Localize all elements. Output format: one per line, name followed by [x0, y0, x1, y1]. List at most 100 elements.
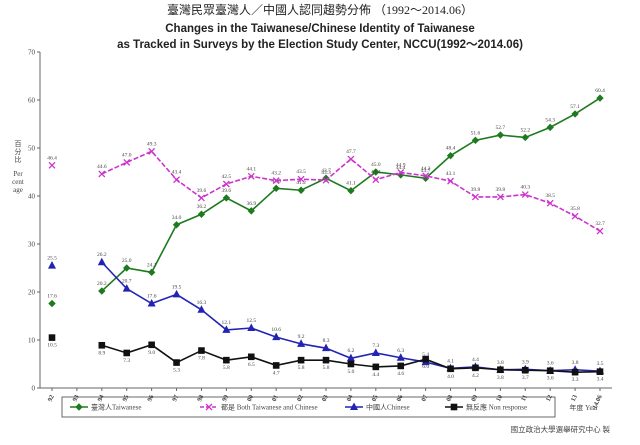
data-label: 4.4: [372, 372, 379, 378]
x-tick-label: 07: [420, 393, 429, 403]
data-point: [422, 355, 429, 363]
data-label: 51.6: [471, 130, 481, 136]
data-point: [198, 347, 205, 354]
data-label: 9.2: [298, 334, 305, 340]
data-point: [521, 191, 529, 199]
data-point: [223, 356, 230, 364]
data-label: 54.3: [545, 117, 555, 123]
data-point: [422, 172, 430, 180]
data-label: 36.9: [246, 201, 256, 207]
data-label: 6.3: [397, 348, 404, 354]
data-point: [272, 184, 280, 193]
data-point: [222, 180, 230, 188]
data-point: [347, 155, 355, 163]
legend-label: 臺灣人Taiwanese: [91, 403, 141, 412]
data-label: 44.2: [421, 166, 431, 172]
x-tick-label: 02: [296, 394, 305, 403]
series-line: [101, 150, 601, 232]
data-point: [571, 368, 579, 376]
data-point: [247, 207, 255, 215]
data-label: 7.8: [198, 356, 205, 362]
x-tick-label: 93: [72, 393, 81, 403]
x-tick-label: 01: [271, 394, 280, 403]
data-label: 5.8: [223, 365, 230, 371]
legend-label: 無反應 Non response: [466, 403, 527, 412]
data-point: [47, 261, 57, 269]
data-point: [48, 334, 56, 341]
y-tick-label: 40: [28, 193, 36, 201]
data-label: 3.7: [522, 375, 529, 381]
data-label: 3.8: [497, 360, 504, 366]
data-label: 3.6: [547, 361, 554, 367]
data-point: [546, 367, 554, 375]
x-axis-label: 年度 Year: [569, 403, 598, 412]
data-label: 41.1: [346, 181, 356, 187]
data-point: [123, 264, 131, 272]
x-tick-label: 92: [47, 394, 56, 403]
data-point: [197, 210, 206, 218]
data-label: 6.5: [248, 362, 255, 368]
data-label: 25.5: [47, 256, 57, 262]
data-label: 39.8: [471, 187, 481, 193]
data-point: [247, 353, 255, 361]
chart-title: 臺灣民眾臺灣人／中國人認同趨勢分佈 （1992～2014.06）: [167, 2, 473, 17]
data-label: 20.2: [97, 281, 107, 287]
data-label: 4.0: [447, 374, 454, 380]
data-point: [272, 332, 281, 341]
y-tick-label: 20: [28, 289, 36, 297]
y-tick-label: 0: [32, 385, 36, 393]
data-point: [148, 341, 155, 349]
data-point: [98, 341, 106, 349]
data-point: [48, 161, 56, 169]
data-label: 46.4: [47, 155, 57, 161]
data-point: [496, 131, 505, 139]
data-point: [297, 175, 305, 183]
data-point: [521, 366, 529, 374]
legend-label: 中國人Chinese: [366, 403, 410, 412]
data-label: 7.3: [372, 343, 379, 349]
data-point: [322, 176, 330, 184]
data-label: 44.6: [97, 164, 107, 170]
data-label: 10.6: [271, 327, 281, 333]
data-point: [497, 366, 504, 374]
data-label: 20.7: [122, 279, 132, 285]
data-point: [147, 298, 156, 307]
x-tick-label: 08: [445, 393, 454, 403]
x-tick-label: 00: [246, 394, 255, 403]
data-point: [297, 186, 305, 194]
data-point: [397, 169, 405, 176]
legend-marker: [75, 403, 83, 411]
data-label: 5.3: [173, 368, 180, 374]
x-tick-label: 04: [346, 393, 355, 403]
x-tick-label: 03: [321, 393, 330, 403]
data-label: 42.5: [222, 174, 232, 180]
data-label: 3.8: [572, 360, 579, 366]
data-point: [297, 339, 306, 347]
legend-box: [61, 396, 556, 418]
data-label: 47.7: [346, 149, 356, 155]
data-point: [247, 323, 256, 331]
x-tick-label: 11: [520, 394, 529, 403]
data-label: 57.1: [570, 104, 580, 110]
data-label: 9.0: [148, 350, 155, 356]
data-label: 17.6: [47, 294, 57, 300]
data-label: 3.6: [547, 376, 554, 382]
x-tick-label: 10: [495, 394, 504, 403]
data-point: [97, 257, 106, 266]
x-tick-label: 05: [371, 393, 380, 403]
data-label: 43.4: [371, 170, 381, 176]
data-point: [372, 168, 380, 176]
data-label: 39.8: [496, 187, 506, 193]
data-point: [571, 212, 579, 220]
data-point: [247, 172, 255, 180]
data-label: 6.0: [422, 364, 429, 370]
data-point: [197, 305, 206, 313]
data-label: 38.5: [545, 193, 555, 199]
y-tick-label: 60: [28, 97, 36, 105]
data-label: 4.1: [447, 358, 454, 364]
data-point: [148, 147, 156, 155]
y-axis-label: 百分比: [14, 140, 22, 164]
data-label: 43.2: [271, 171, 281, 177]
